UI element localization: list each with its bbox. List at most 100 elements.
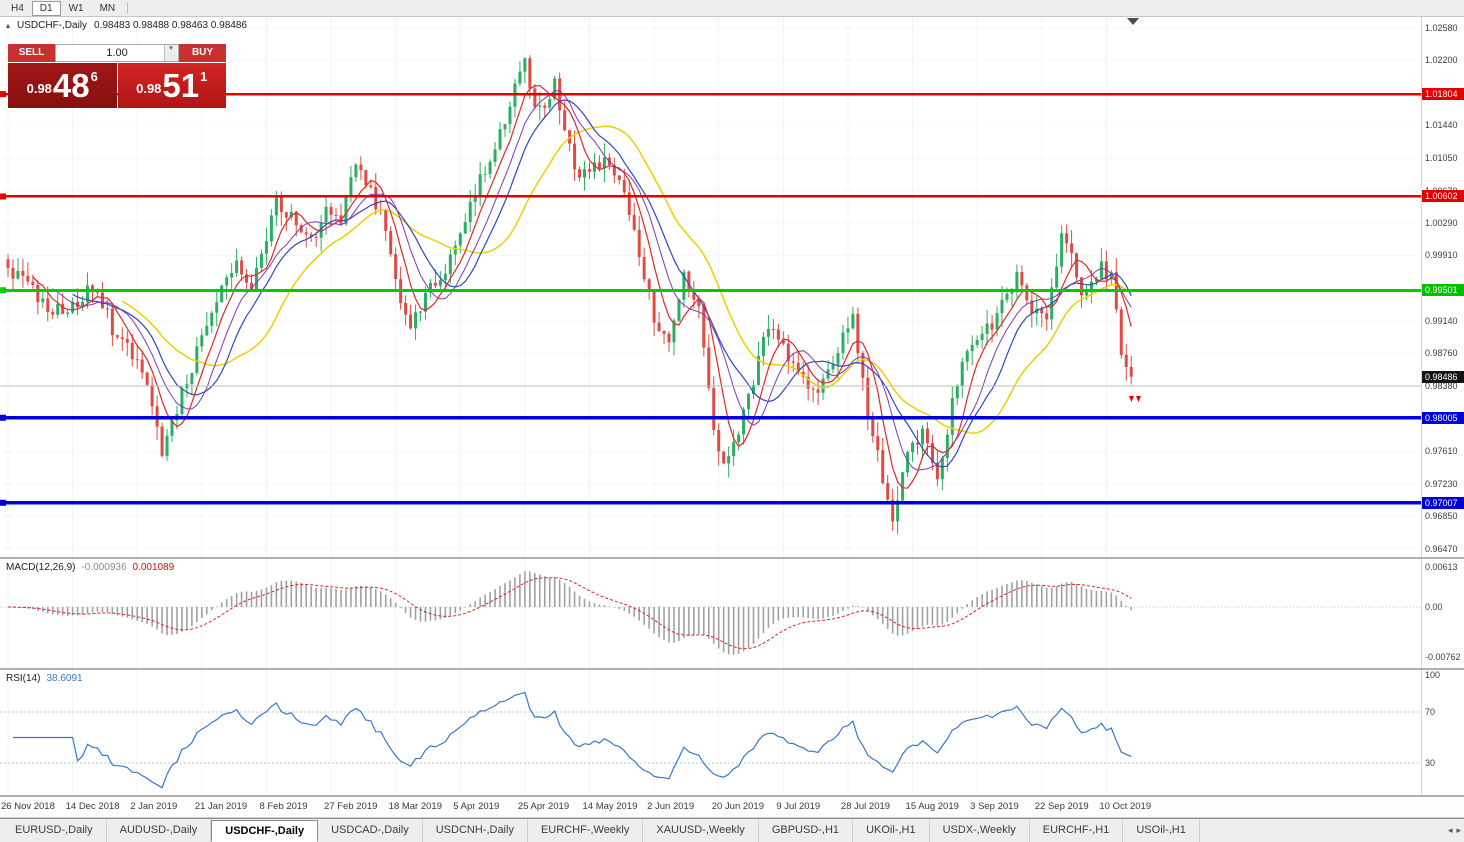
sell-price-pip: 6	[90, 69, 98, 84]
pane-separator	[0, 795, 1464, 797]
tab-scroll-right-icon[interactable]: ▸	[1456, 825, 1461, 835]
macd-canvas[interactable]	[0, 559, 1421, 668]
price-tick: 1.01440	[1425, 120, 1458, 131]
date-label: 2 Jan 2019	[130, 801, 178, 812]
price-tick: 0.97230	[1425, 478, 1458, 489]
volume-spinner-icon[interactable]: ▾	[164, 45, 177, 61]
one-click-trading-panel: SELL 1.00 ▾ BUY 0.98 48 6 0.98 51 1	[8, 44, 226, 108]
date-label: 14 Dec 2018	[65, 801, 120, 812]
chart-tab-ukoil[interactable]: UKOil-,H1	[853, 819, 930, 842]
rsi-axis[interactable]: 100 70 30	[1421, 670, 1464, 795]
date-label: 10 Oct 2019	[1099, 801, 1152, 812]
price-chart-pane[interactable]: ▴ USDCHF-,Daily 0.98483 0.98488 0.98463 …	[0, 17, 1464, 557]
tab-scroll-left-icon[interactable]: ◂	[1447, 825, 1453, 835]
buy-price-big-digits: 51	[162, 67, 200, 104]
macd-signal-value: 0.001089	[132, 562, 175, 573]
price-tick: 1.01050	[1425, 153, 1458, 164]
price-tick: 0.99140	[1425, 316, 1458, 327]
macd-main-value: -0.000936	[81, 562, 127, 573]
pane-separator[interactable]	[0, 668, 1464, 670]
timeframe-button-d1[interactable]: D1	[31, 0, 61, 16]
timeframe-toolbar: H4 D1 W1 MN	[0, 0, 1464, 17]
timeframe-button-h4[interactable]: H4	[11, 2, 24, 14]
chart-tab-eurchf[interactable]: EURCHF-,Weekly	[528, 819, 644, 842]
chart-header: ▴ USDCHF-,Daily 0.98483 0.98488 0.98463 …	[6, 20, 247, 31]
price-level-tag: 1.00602	[1422, 190, 1464, 203]
timeframe-button-mn[interactable]: MN	[99, 2, 116, 14]
chart-tab-usdcnh[interactable]: USDCNH-,Daily	[423, 819, 528, 842]
date-label: 21 Jan 2019	[194, 801, 248, 812]
collapse-panel-icon[interactable]: ▴	[6, 21, 11, 30]
date-label: 15 Aug 2019	[905, 801, 959, 812]
chart-tab-usdx[interactable]: USDX-,Weekly	[930, 819, 1030, 842]
buy-price-pip: 1	[200, 69, 208, 84]
macd-tick: 0.00	[1425, 602, 1443, 612]
date-label: 3 Sep 2019	[970, 801, 1019, 812]
date-label: 28 Jul 2019	[840, 801, 891, 812]
price-level-tag: 0.99501	[1422, 284, 1464, 297]
price-tick: 1.00290	[1425, 218, 1458, 229]
chart-tab-gbpusd[interactable]: GBPUSD-,H1	[759, 819, 854, 842]
sell-price-button[interactable]: 0.98 48 6	[8, 63, 117, 108]
volume-value: 1.00	[106, 47, 128, 59]
date-label: 9 Jul 2019	[776, 801, 821, 812]
price-level-tag: 0.98486	[1422, 370, 1464, 383]
volume-input[interactable]: 1.00 ▾	[55, 44, 179, 62]
pane-separator[interactable]	[0, 557, 1464, 559]
price-tick: 0.96470	[1425, 543, 1458, 554]
date-axis[interactable]: 26 Nov 2018 14 Dec 2018 2 Jan 2019 21 Jan 2…	[0, 797, 1464, 818]
chart-tab-usdcad[interactable]: USDCAD-,Daily	[318, 819, 423, 842]
buy-price-base: 0.98	[136, 81, 162, 96]
macd-tick: -0.00762	[1425, 651, 1461, 662]
price-level-tag: 0.97007	[1422, 496, 1464, 509]
rsi-tick: 30	[1425, 757, 1436, 768]
macd-label: MACD(12,26,9)	[6, 562, 76, 573]
timeframe-button-w1[interactable]: W1	[68, 2, 84, 14]
macd-axis[interactable]: 0.00613 0.00 -0.00762	[1421, 559, 1464, 668]
price-chart-canvas[interactable]	[0, 17, 1421, 557]
buy-header-button[interactable]: BUY	[179, 44, 226, 62]
price-level-tag: 0.98005	[1422, 411, 1464, 424]
macd-pane[interactable]: MACD(12,26,9) -0.000936 0.001089 0.00613…	[0, 559, 1464, 668]
chart-tab-eurusd[interactable]: EURUSD-,Daily	[2, 819, 107, 842]
price-tick: 0.98760	[1425, 348, 1458, 359]
rsi-label: RSI(14)	[6, 673, 41, 684]
price-tick: 0.99910	[1425, 250, 1458, 261]
sell-price-big-digits: 48	[52, 67, 90, 104]
chart-tab-eurchf[interactable]: EURCHF-,H1	[1030, 819, 1124, 842]
price-tick: 0.98380	[1425, 380, 1458, 391]
rsi-tick: 100	[1425, 670, 1441, 680]
price-tick: 1.02200	[1425, 55, 1458, 66]
date-label: 5 Apr 2019	[453, 801, 500, 812]
date-label: 2 Jun 2019	[647, 801, 695, 812]
date-label: 20 Jun 2019	[711, 801, 764, 812]
toolbar-separator	[127, 2, 129, 14]
chart-tab-xauusd[interactable]: XAUUSD-,Weekly	[643, 819, 759, 842]
rsi-value: 38.6091	[46, 673, 83, 684]
date-label: 26 Nov 2018	[1, 801, 55, 812]
rsi-title: RSI(14) 38.6091	[6, 673, 83, 684]
date-label: 22 Sep 2019	[1034, 801, 1089, 812]
rsi-pane[interactable]: RSI(14) 38.6091 100 70 30	[0, 670, 1464, 795]
price-tick: 1.02580	[1425, 22, 1458, 33]
price-axis[interactable]: 1.025801.022001.014401.010501.006701.002…	[1421, 17, 1464, 557]
date-label: 14 May 2019	[582, 801, 638, 812]
rsi-canvas[interactable]	[0, 670, 1421, 795]
chart-tab-audusd[interactable]: AUDUSD-,Daily	[107, 819, 212, 842]
price-tick: 0.97610	[1425, 446, 1458, 457]
chart-tab-usdchf[interactable]: USDCHF-,Daily	[211, 820, 319, 842]
sell-price-base: 0.98	[26, 81, 52, 96]
price-level-tag: 1.01804	[1422, 88, 1464, 101]
rsi-tick: 70	[1425, 707, 1436, 718]
chart-ohlc-values: 0.98483 0.98488 0.98463 0.98486	[94, 20, 247, 31]
date-label: 25 Apr 2019	[517, 801, 570, 812]
macd-title: MACD(12,26,9) -0.000936 0.001089	[6, 562, 174, 573]
macd-tick: 0.00613	[1425, 561, 1458, 572]
chart-tab-bar: EURUSD-,Daily AUDUSD-,Daily USDCHF-,Daily U…	[0, 818, 1464, 842]
date-label: 27 Feb 2019	[324, 801, 378, 812]
chart-tab-usoil[interactable]: USOil-,H1	[1123, 819, 1200, 842]
buy-price-button[interactable]: 0.98 51 1	[117, 63, 226, 108]
chart-title: USDCHF-,Daily	[17, 20, 88, 31]
date-label: 8 Feb 2019	[259, 801, 308, 812]
sell-header-button[interactable]: SELL	[8, 44, 55, 62]
